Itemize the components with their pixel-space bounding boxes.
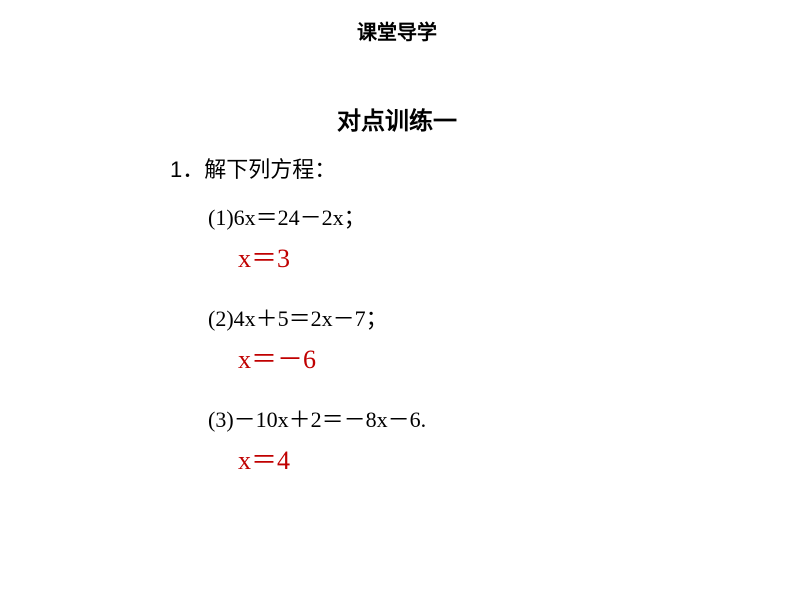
header-title: 课堂导学 <box>357 22 437 44</box>
problem-1: (1)6x＝24－2x； <box>208 200 794 232</box>
subtitle-text: 对点训练一 <box>337 108 457 135</box>
section-subtitle: 对点训练一 <box>0 101 794 136</box>
answer-2: x＝－6 <box>238 339 794 376</box>
problem-group: (1)6x＝24－2x； x＝3 (2)4x＋5＝2x－7； x＝－6 (3)－… <box>208 200 794 477</box>
answer-3: x＝4 <box>238 440 794 477</box>
problem-2: (2)4x＋5＝2x－7； <box>208 301 794 333</box>
page-header: 课堂导学 <box>0 0 794 45</box>
content-area: 1．解下列方程： (1)6x＝24－2x； x＝3 (2)4x＋5＝2x－7； … <box>170 152 794 477</box>
question-intro: 1．解下列方程： <box>170 152 794 184</box>
problem-3: (3)－10x＋2＝－8x－6. <box>208 402 794 434</box>
answer-1: x＝3 <box>238 238 794 275</box>
